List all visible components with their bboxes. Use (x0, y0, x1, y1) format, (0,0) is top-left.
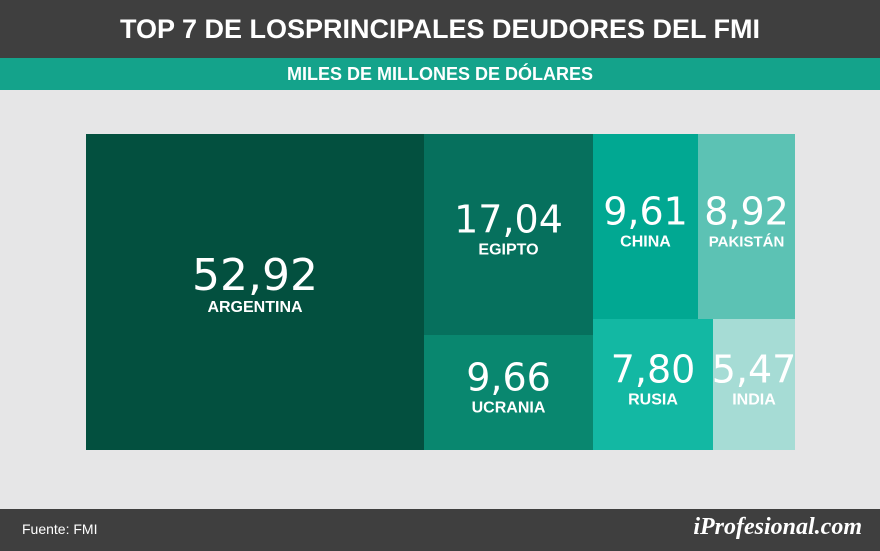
tile-rect-pakistan (698, 134, 795, 319)
chart-title: TOP 7 DE LOSPRINCIPALES DEUDORES DEL FMI (119, 13, 761, 44)
tile-rect-rusia (593, 319, 713, 450)
tile-rect-india (713, 319, 795, 450)
tile-value-india: 5,47 (712, 348, 797, 392)
brand-logo: iProfesional.com (693, 514, 862, 540)
chart-area: 52,92 ARGENTINA 17,04 EGIPTO 9,66 UCRANIA 9,61… (0, 90, 880, 509)
tile-label-china: CHINA (620, 234, 671, 251)
chart-subtitle: MILES DE MILLONES DE DÓLARES (286, 63, 594, 84)
tile-rect-egipto (424, 134, 593, 335)
tile-value-argentina: 52,92 (192, 250, 318, 301)
tile-label-rusia: RUSIA (628, 392, 678, 409)
subtitle-bar: MILES DE MILLONES DE DÓLARES (0, 58, 880, 90)
tile-label-india: INDIA (732, 392, 776, 409)
tile-value-rusia: 7,80 (611, 348, 696, 392)
tile-rect-ucrania (424, 335, 593, 450)
tile-value-china: 9,61 (603, 190, 688, 234)
footer-bar: Fuente: FMI iProfesional.com (0, 509, 880, 551)
source-note: Fuente: FMI (22, 521, 98, 537)
treemap-chart: 52,92ARGENTINA17,04EGIPTO9,66UCRANIA9,61… (86, 134, 797, 450)
tile-label-pakistan: PAKISTÁN (709, 234, 785, 251)
tile-label-argentina: ARGENTINA (207, 299, 303, 316)
tile-rect-argentina (86, 134, 424, 450)
tile-value-egipto: 17,04 (454, 198, 563, 242)
title-bar: TOP 7 DE LOSPRINCIPALES DEUDORES DEL FMI (0, 0, 880, 58)
tile-value-pakistan: 8,92 (704, 190, 789, 234)
tile-label-ucrania: UCRANIA (472, 400, 546, 417)
tile-label-egipto: EGIPTO (478, 242, 538, 259)
tile-value-ucrania: 9,66 (466, 356, 551, 400)
tile-rect-china (593, 134, 698, 319)
